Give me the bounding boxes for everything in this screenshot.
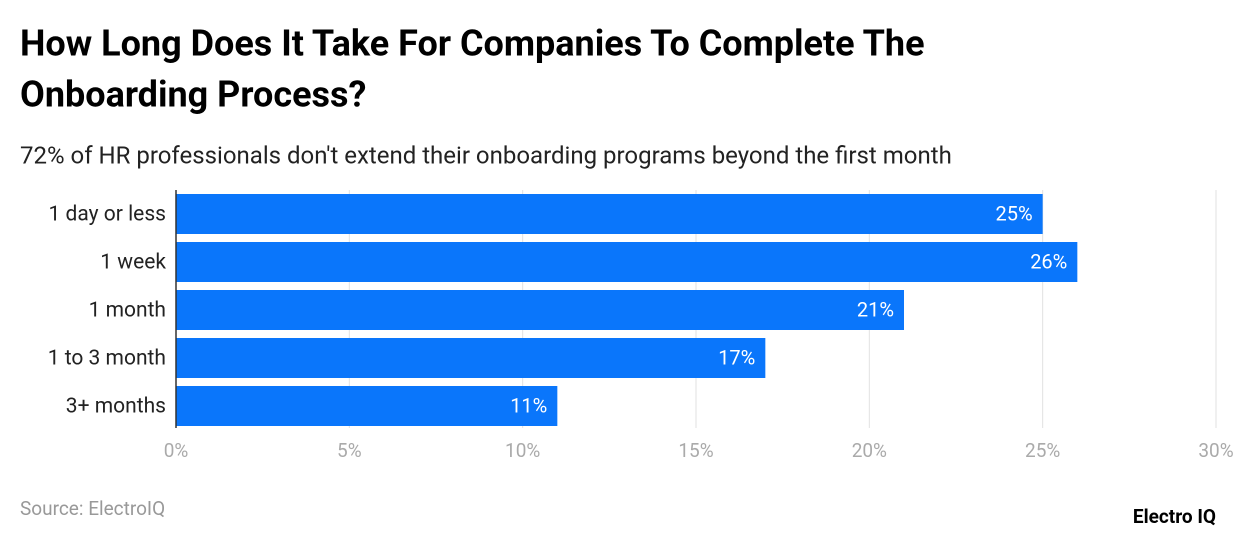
x-tick-label: 0% bbox=[164, 439, 189, 462]
x-tick-label: 30% bbox=[1198, 439, 1233, 462]
bar bbox=[176, 290, 904, 330]
y-tick-label: 1 to 3 month bbox=[48, 347, 166, 371]
x-tick-label: 5% bbox=[337, 439, 362, 462]
bar bbox=[176, 386, 558, 426]
bar bbox=[176, 194, 1043, 234]
x-tick-label: 15% bbox=[678, 439, 713, 462]
y-tick-label: 1 month bbox=[89, 299, 166, 323]
brand-logo: Electro IQ bbox=[1133, 505, 1216, 528]
chart-title: Onboarding Process? bbox=[20, 74, 366, 116]
x-tick-label: 20% bbox=[852, 439, 887, 462]
value-label: 21% bbox=[857, 297, 894, 321]
value-label: 26% bbox=[1030, 249, 1067, 273]
value-label: 11% bbox=[510, 393, 547, 417]
y-tick-label: 1 day or less bbox=[49, 203, 167, 227]
value-label: 25% bbox=[996, 201, 1033, 225]
source: Source: ElectroIQ bbox=[20, 497, 165, 520]
bar bbox=[176, 242, 1078, 282]
x-tick-label: 25% bbox=[1025, 439, 1060, 462]
chart-title: How Long Does It Take For Companies To C… bbox=[20, 23, 925, 65]
y-tick-label: 3+ months bbox=[66, 395, 166, 419]
x-tick-label: 10% bbox=[505, 439, 540, 462]
y-tick-label: 1 week bbox=[100, 251, 166, 275]
bar bbox=[176, 338, 766, 378]
value-label: 17% bbox=[718, 345, 755, 369]
chart-subtitle: 72% of HR professionals don't extend the… bbox=[20, 141, 952, 169]
